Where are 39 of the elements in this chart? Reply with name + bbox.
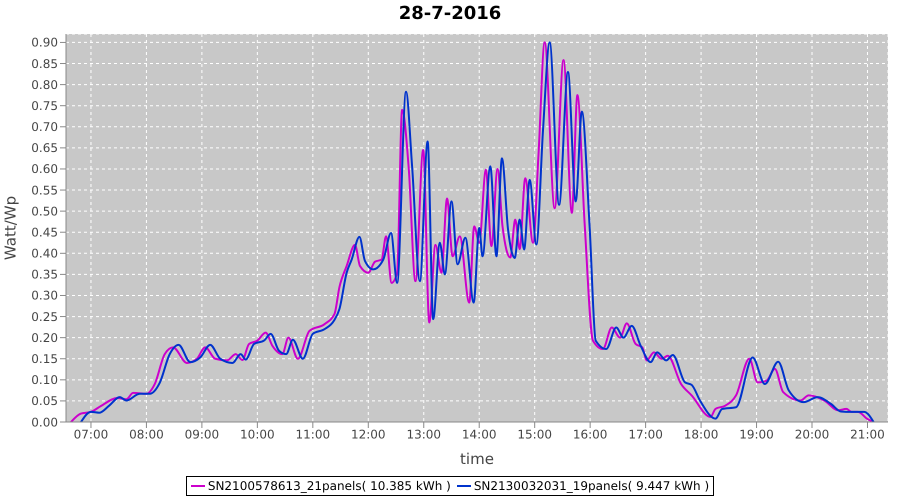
x-tick-label: 09:00 bbox=[184, 428, 220, 442]
x-tick-label: 15:00 bbox=[517, 428, 552, 442]
x-tick-label: 08:00 bbox=[129, 428, 164, 442]
y-tick-label: 0.90 bbox=[31, 36, 58, 50]
x-tick-label: 20:00 bbox=[794, 428, 830, 442]
y-tick-label: 0.75 bbox=[31, 98, 58, 113]
y-tick-label: 0.05 bbox=[31, 394, 58, 408]
y-tick-label: 0.15 bbox=[31, 352, 58, 366]
y-tick-label: 0.55 bbox=[31, 183, 58, 198]
x-tick-label: 07:00 bbox=[74, 428, 108, 442]
x-tick-label: 21:00 bbox=[850, 428, 885, 442]
chart-title: 28-7-2016 bbox=[398, 2, 502, 26]
y-tick-label: 0.50 bbox=[31, 204, 58, 218]
y-tick-label: 0.25 bbox=[31, 310, 58, 324]
x-tick-label: 13:00 bbox=[406, 428, 442, 442]
x-tick-label: 14:00 bbox=[462, 428, 497, 442]
y-tick-label: 0.80 bbox=[31, 78, 58, 92]
y-tick-label: 0.45 bbox=[31, 225, 58, 240]
x-tick-label: 17:00 bbox=[628, 428, 663, 442]
y-tick-label: 0.00 bbox=[31, 415, 58, 430]
y-tick-label: 0.20 bbox=[31, 330, 58, 345]
x-tick-label: 18:00 bbox=[684, 428, 718, 442]
x-tick-label: 10:00 bbox=[240, 428, 275, 442]
y-tick-label: 0.70 bbox=[31, 120, 58, 134]
y-tick-label: 0.65 bbox=[31, 141, 58, 156]
y-tick-label: 0.40 bbox=[31, 246, 58, 261]
x-axis-title: time bbox=[460, 450, 494, 468]
legend-label: SN2100578613_21panels( 10.385 kWh ) bbox=[208, 479, 451, 493]
x-tick-label: 16:00 bbox=[572, 428, 608, 442]
y-tick-label: 0.60 bbox=[31, 162, 58, 176]
y-tick-label: 0.85 bbox=[31, 56, 58, 71]
x-tick-label: 12:00 bbox=[350, 428, 386, 442]
y-tick-label: 0.35 bbox=[31, 268, 58, 282]
y-tick-label: 0.10 bbox=[31, 373, 58, 388]
x-tick-label: 19:00 bbox=[739, 428, 774, 442]
legend-label: SN2130032031_19panels( 9.447 kWh ) bbox=[474, 479, 710, 493]
x-tick-label: 11:00 bbox=[296, 428, 330, 442]
y-axis-title: Watt/Wp bbox=[1, 196, 20, 260]
y-tick-label: 0.30 bbox=[31, 288, 58, 303]
